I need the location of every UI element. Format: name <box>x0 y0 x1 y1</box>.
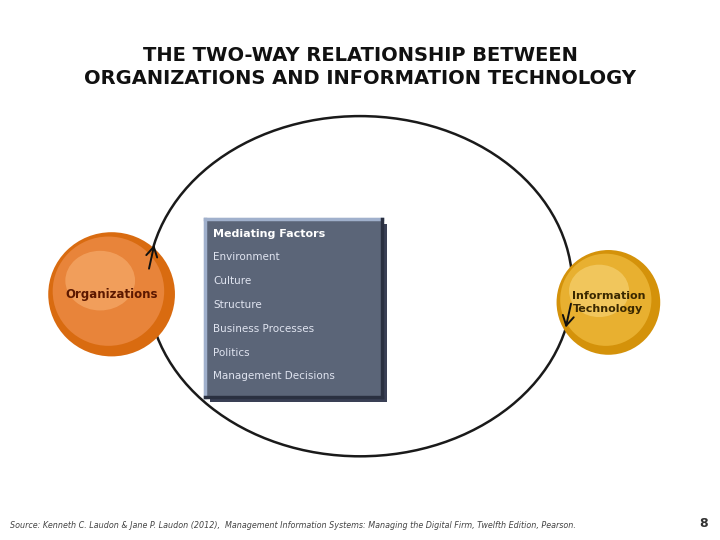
Bar <box>205 219 382 397</box>
Text: Management Decisions: Management Decisions <box>213 372 335 381</box>
Text: Business Processes: Business Processes <box>213 324 315 334</box>
Bar <box>210 224 387 402</box>
Text: Information
Technology: Information Technology <box>572 291 645 314</box>
Text: Organizations: Organizations <box>66 288 158 301</box>
Ellipse shape <box>569 265 629 317</box>
Text: Politics: Politics <box>213 348 250 357</box>
Text: Structure: Structure <box>213 300 262 310</box>
Ellipse shape <box>53 237 164 346</box>
Text: Source: Kenneth C. Laudon & Jane P. Laudon (2012),  Management Information Syste: Source: Kenneth C. Laudon & Jane P. Laud… <box>10 521 576 530</box>
FancyArrowPatch shape <box>146 247 157 269</box>
Ellipse shape <box>557 250 660 355</box>
Ellipse shape <box>560 254 652 346</box>
Text: Mediating Factors: Mediating Factors <box>213 229 325 239</box>
Text: 8: 8 <box>699 517 708 530</box>
Text: Culture: Culture <box>213 276 251 286</box>
Text: THE TWO-WAY RELATIONSHIP BETWEEN
ORGANIZATIONS AND INFORMATION TECHNOLOGY: THE TWO-WAY RELATIONSHIP BETWEEN ORGANIZ… <box>84 46 636 89</box>
Text: Environment: Environment <box>213 253 280 262</box>
FancyArrowPatch shape <box>563 303 574 326</box>
Ellipse shape <box>66 251 135 310</box>
Ellipse shape <box>48 232 175 356</box>
